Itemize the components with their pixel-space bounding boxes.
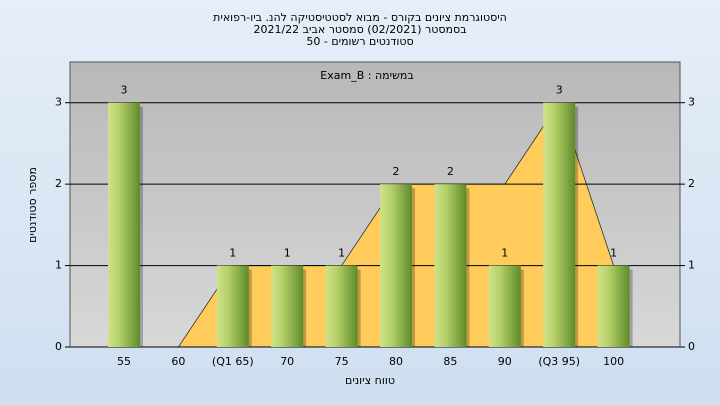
x-tick-label: 90	[498, 355, 512, 368]
y-tick-label: 3	[55, 96, 62, 109]
x-axis-label: טווח ציונים	[345, 374, 395, 387]
data-label: 3	[556, 84, 563, 97]
x-tick-label: 80	[389, 355, 403, 368]
title-line: בסמסטר (02/2021) סמסטר אביב 2021/22	[253, 23, 466, 36]
data-label: 1	[610, 247, 617, 260]
data-label: 1	[338, 247, 345, 260]
bar	[216, 265, 249, 347]
annotation: במשימה : Exam_B	[320, 69, 413, 82]
x-tick-label: 60	[171, 355, 185, 368]
y2-tick-label: 3	[688, 96, 695, 109]
bar	[271, 265, 304, 347]
bar	[597, 265, 630, 347]
x-tick-label: 75	[335, 355, 349, 368]
x-tick-label: 55	[117, 355, 131, 368]
x-tick-label: 85	[443, 355, 457, 368]
data-label: 2	[447, 165, 454, 178]
x-tick-label: 70	[280, 355, 294, 368]
y2-tick-label: 2	[688, 177, 695, 190]
title-line: סטודנטים רשומים - 50	[306, 35, 413, 48]
x-tick-label: (Q3 95)	[538, 355, 580, 368]
data-label: 1	[284, 247, 291, 260]
y-tick-label: 2	[55, 177, 62, 190]
y-axis-label: מספר סטודנטים	[26, 167, 39, 243]
data-label: 1	[229, 247, 236, 260]
x-tick-label: (Q1 65)	[212, 355, 254, 368]
bar	[325, 265, 358, 347]
bar	[434, 184, 467, 347]
data-label: 1	[501, 247, 508, 260]
title-line: היסטוגרמת ציונים בקורס - מבוא לסטטיסטיקה…	[213, 11, 507, 24]
bar	[380, 184, 412, 347]
bar	[543, 102, 576, 347]
bar	[488, 265, 521, 347]
y-tick-label: 0	[55, 340, 62, 353]
bar	[108, 102, 140, 347]
x-tick-label: 100	[603, 355, 624, 368]
y2-tick-label: 0	[688, 340, 695, 353]
y2-tick-label: 1	[688, 259, 695, 272]
data-label: 3	[121, 84, 128, 97]
y-tick-label: 1	[55, 259, 62, 272]
data-label: 2	[393, 165, 400, 178]
